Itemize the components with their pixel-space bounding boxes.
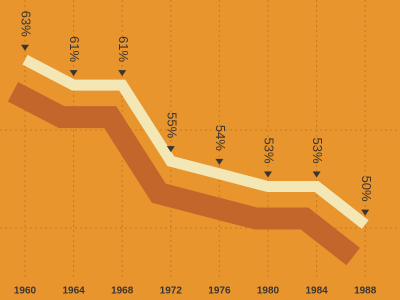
x-tick-label: 1972 <box>160 286 183 297</box>
marker-arrow <box>21 44 29 51</box>
marker-arrow <box>166 146 175 153</box>
x-tick-label: 1960 <box>14 286 37 297</box>
value-label: 53% <box>310 138 325 164</box>
marker-arrow <box>264 171 272 178</box>
x-tick-label: 1964 <box>62 286 85 297</box>
x-tick-label: 1968 <box>111 286 134 297</box>
data-line <box>22 54 369 229</box>
value-label: 61% <box>116 36 131 62</box>
value-label: 53% <box>262 138 277 164</box>
marker-arrow <box>361 209 370 216</box>
value-label: 54% <box>213 125 228 151</box>
value-label: 63% <box>19 11 34 37</box>
value-label: 55% <box>164 112 179 138</box>
line-shadow <box>7 81 360 266</box>
x-tick-label: 1980 <box>257 286 280 297</box>
marker-arrow <box>118 70 127 77</box>
marker-arrow <box>215 158 224 165</box>
x-tick-label: 1976 <box>208 286 231 297</box>
marker-arrow <box>69 70 78 77</box>
value-label: 61% <box>67 36 82 62</box>
x-tick-label: 1984 <box>305 286 328 297</box>
x-tick-label: 1988 <box>354 286 377 297</box>
marker-arrow <box>312 171 321 178</box>
value-label: 50% <box>359 176 374 202</box>
